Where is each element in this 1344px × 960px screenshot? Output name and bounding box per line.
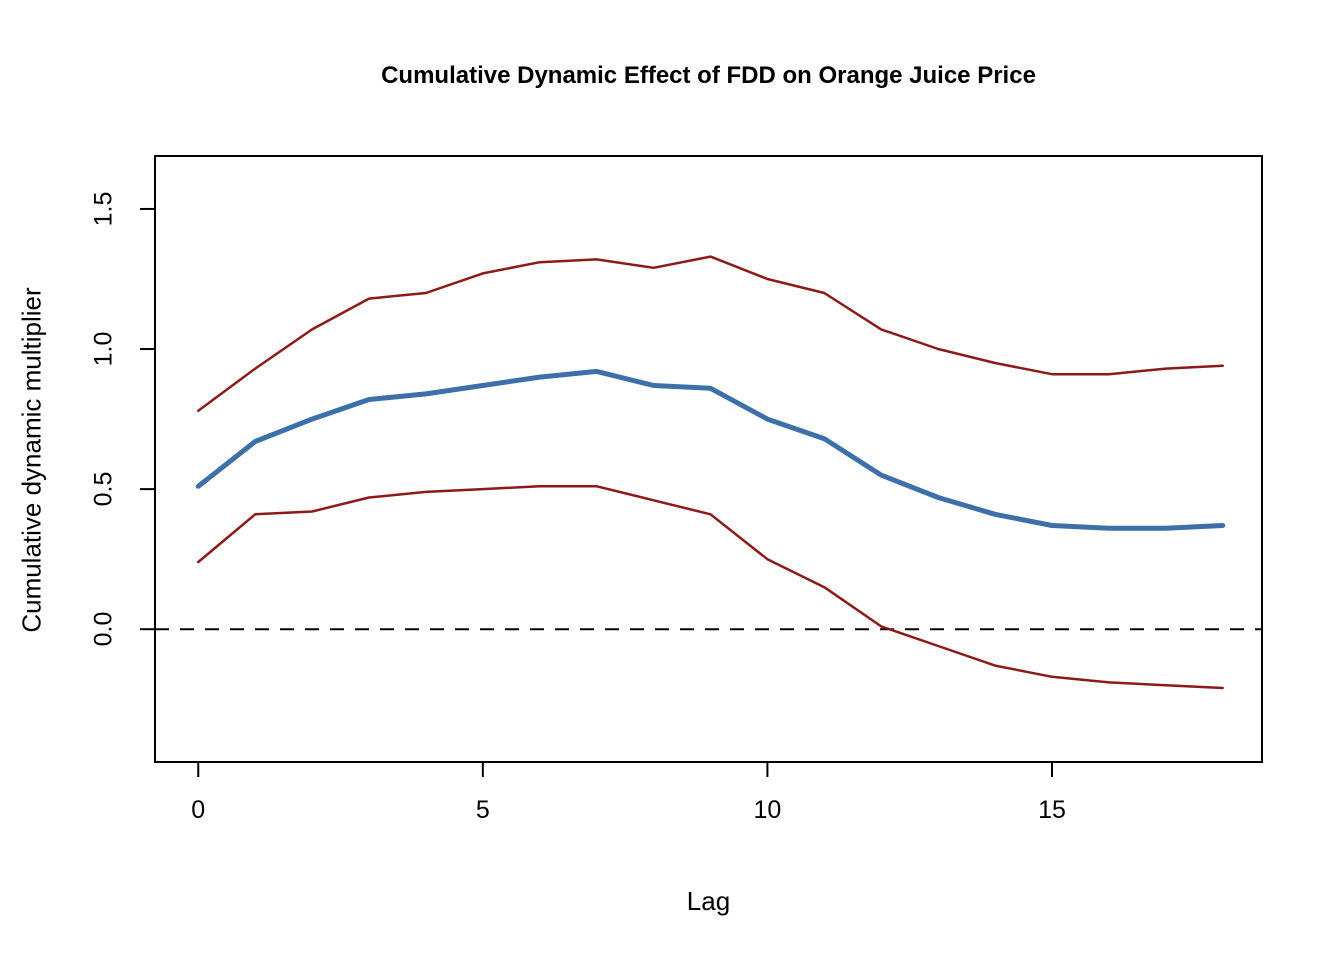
series-cumulative-multiplier-estimate [195,368,1226,531]
series-upper-confidence-band [197,255,1224,412]
x-axis-label: Lag [686,886,731,916]
series-lower-confidence-band [197,485,1224,690]
plot-border [154,155,1263,763]
chart-title: Cumulative Dynamic Effect of FDD on Oran… [381,62,1036,89]
y-axis-label: Cumulative dynamic multiplier [16,287,47,633]
